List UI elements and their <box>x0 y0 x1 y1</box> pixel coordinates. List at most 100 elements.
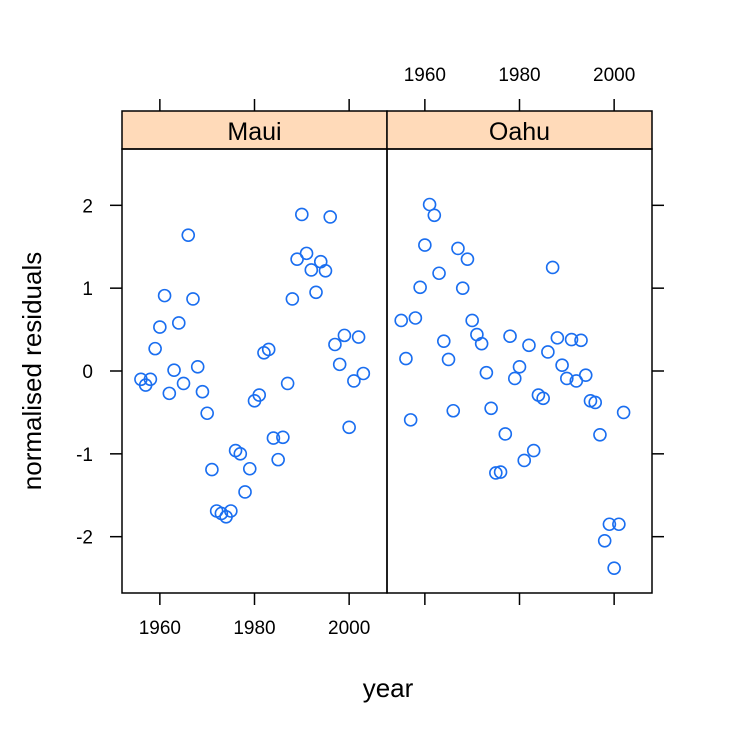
x-tick-label: 1980 <box>233 618 275 639</box>
data-point <box>157 288 172 303</box>
data-point <box>616 405 631 420</box>
data-point <box>455 281 470 295</box>
data-point <box>555 358 569 373</box>
y-tick-label: 2 <box>82 196 93 217</box>
data-point <box>190 360 205 374</box>
data-point <box>153 320 167 334</box>
data-point <box>200 406 214 421</box>
data-point <box>536 391 550 406</box>
data-point <box>484 401 498 416</box>
data-point <box>408 311 423 325</box>
data-point <box>195 384 210 399</box>
data-point <box>526 443 541 458</box>
data-point <box>612 517 626 532</box>
data-point <box>337 328 352 343</box>
data-point <box>285 292 300 306</box>
data-point <box>588 395 603 410</box>
y-tick-label: -2 <box>76 528 93 549</box>
data-point <box>517 453 532 468</box>
panel-strip-label: Oahu <box>489 118 550 146</box>
data-points <box>394 197 631 575</box>
data-point <box>574 333 588 348</box>
data-point <box>205 462 219 477</box>
data-point <box>507 371 522 386</box>
data-point <box>323 210 338 224</box>
data-point <box>541 345 555 359</box>
axis-titles: year normalised residuals <box>17 252 414 703</box>
data-point <box>493 465 508 479</box>
data-point <box>162 386 177 401</box>
data-point <box>328 337 342 352</box>
data-point <box>503 329 517 344</box>
data-point <box>512 360 527 374</box>
data-point <box>474 336 489 351</box>
panel-oahu: Oahu <box>386 110 653 594</box>
y-tick-label: 0 <box>82 362 93 383</box>
data-point <box>578 368 593 382</box>
data-point <box>403 413 418 427</box>
panel-strip-label: Maui <box>227 118 281 146</box>
data-point <box>560 371 574 386</box>
x-tick-label: 1980 <box>498 65 540 86</box>
data-point <box>299 246 314 261</box>
data-point <box>597 534 612 548</box>
data-point <box>276 430 290 445</box>
data-point <box>522 338 536 353</box>
data-point <box>489 466 503 480</box>
data-point <box>186 292 200 306</box>
data-point <box>351 330 366 344</box>
x-tick-label: 2000 <box>593 65 635 86</box>
data-point <box>441 352 456 367</box>
x-axis-title: year <box>363 673 414 703</box>
axes: 1960 1960 1980 1980 2000 2000 -2 -1 0 1 2 <box>76 65 664 639</box>
data-point <box>171 316 186 330</box>
x-tick-label: 1960 <box>404 65 446 86</box>
data-point <box>564 332 579 347</box>
y-tick-label: -1 <box>76 445 93 466</box>
data-point <box>451 241 465 256</box>
data-point <box>332 357 347 372</box>
data-point <box>460 252 475 266</box>
y-axis-title: normalised residuals <box>17 252 47 490</box>
data-point <box>446 403 461 418</box>
data-point <box>252 388 267 402</box>
data-point <box>545 260 560 275</box>
data-point <box>356 366 371 381</box>
data-point <box>280 376 295 391</box>
data-point <box>233 447 248 461</box>
data-point <box>427 208 442 223</box>
data-point <box>176 376 191 391</box>
data-point <box>238 485 252 499</box>
data-point <box>309 285 323 300</box>
data-point <box>342 420 356 435</box>
data-point <box>318 263 333 278</box>
data-point <box>607 561 621 575</box>
data-point <box>143 372 158 387</box>
data-point <box>465 313 479 328</box>
data-point <box>181 228 196 242</box>
data-points <box>134 207 371 524</box>
data-point <box>242 461 257 476</box>
data-point <box>261 342 276 357</box>
data-point <box>550 331 565 345</box>
data-point <box>266 431 281 445</box>
data-point <box>167 363 181 377</box>
data-point <box>295 207 309 222</box>
data-point <box>413 280 427 295</box>
panel-strip <box>386 110 653 150</box>
data-point <box>436 334 451 348</box>
data-point <box>304 263 319 277</box>
data-point <box>394 313 409 328</box>
data-point <box>148 341 162 356</box>
data-point <box>224 504 238 518</box>
x-tick-label: 1960 <box>139 618 181 639</box>
data-point <box>593 427 607 442</box>
data-point <box>347 374 361 388</box>
y-tick-label: 1 <box>82 279 93 300</box>
data-point <box>498 427 513 441</box>
data-point <box>432 266 446 281</box>
x-tick-label: 2000 <box>328 618 370 639</box>
data-point <box>479 365 494 380</box>
data-point <box>271 452 285 467</box>
